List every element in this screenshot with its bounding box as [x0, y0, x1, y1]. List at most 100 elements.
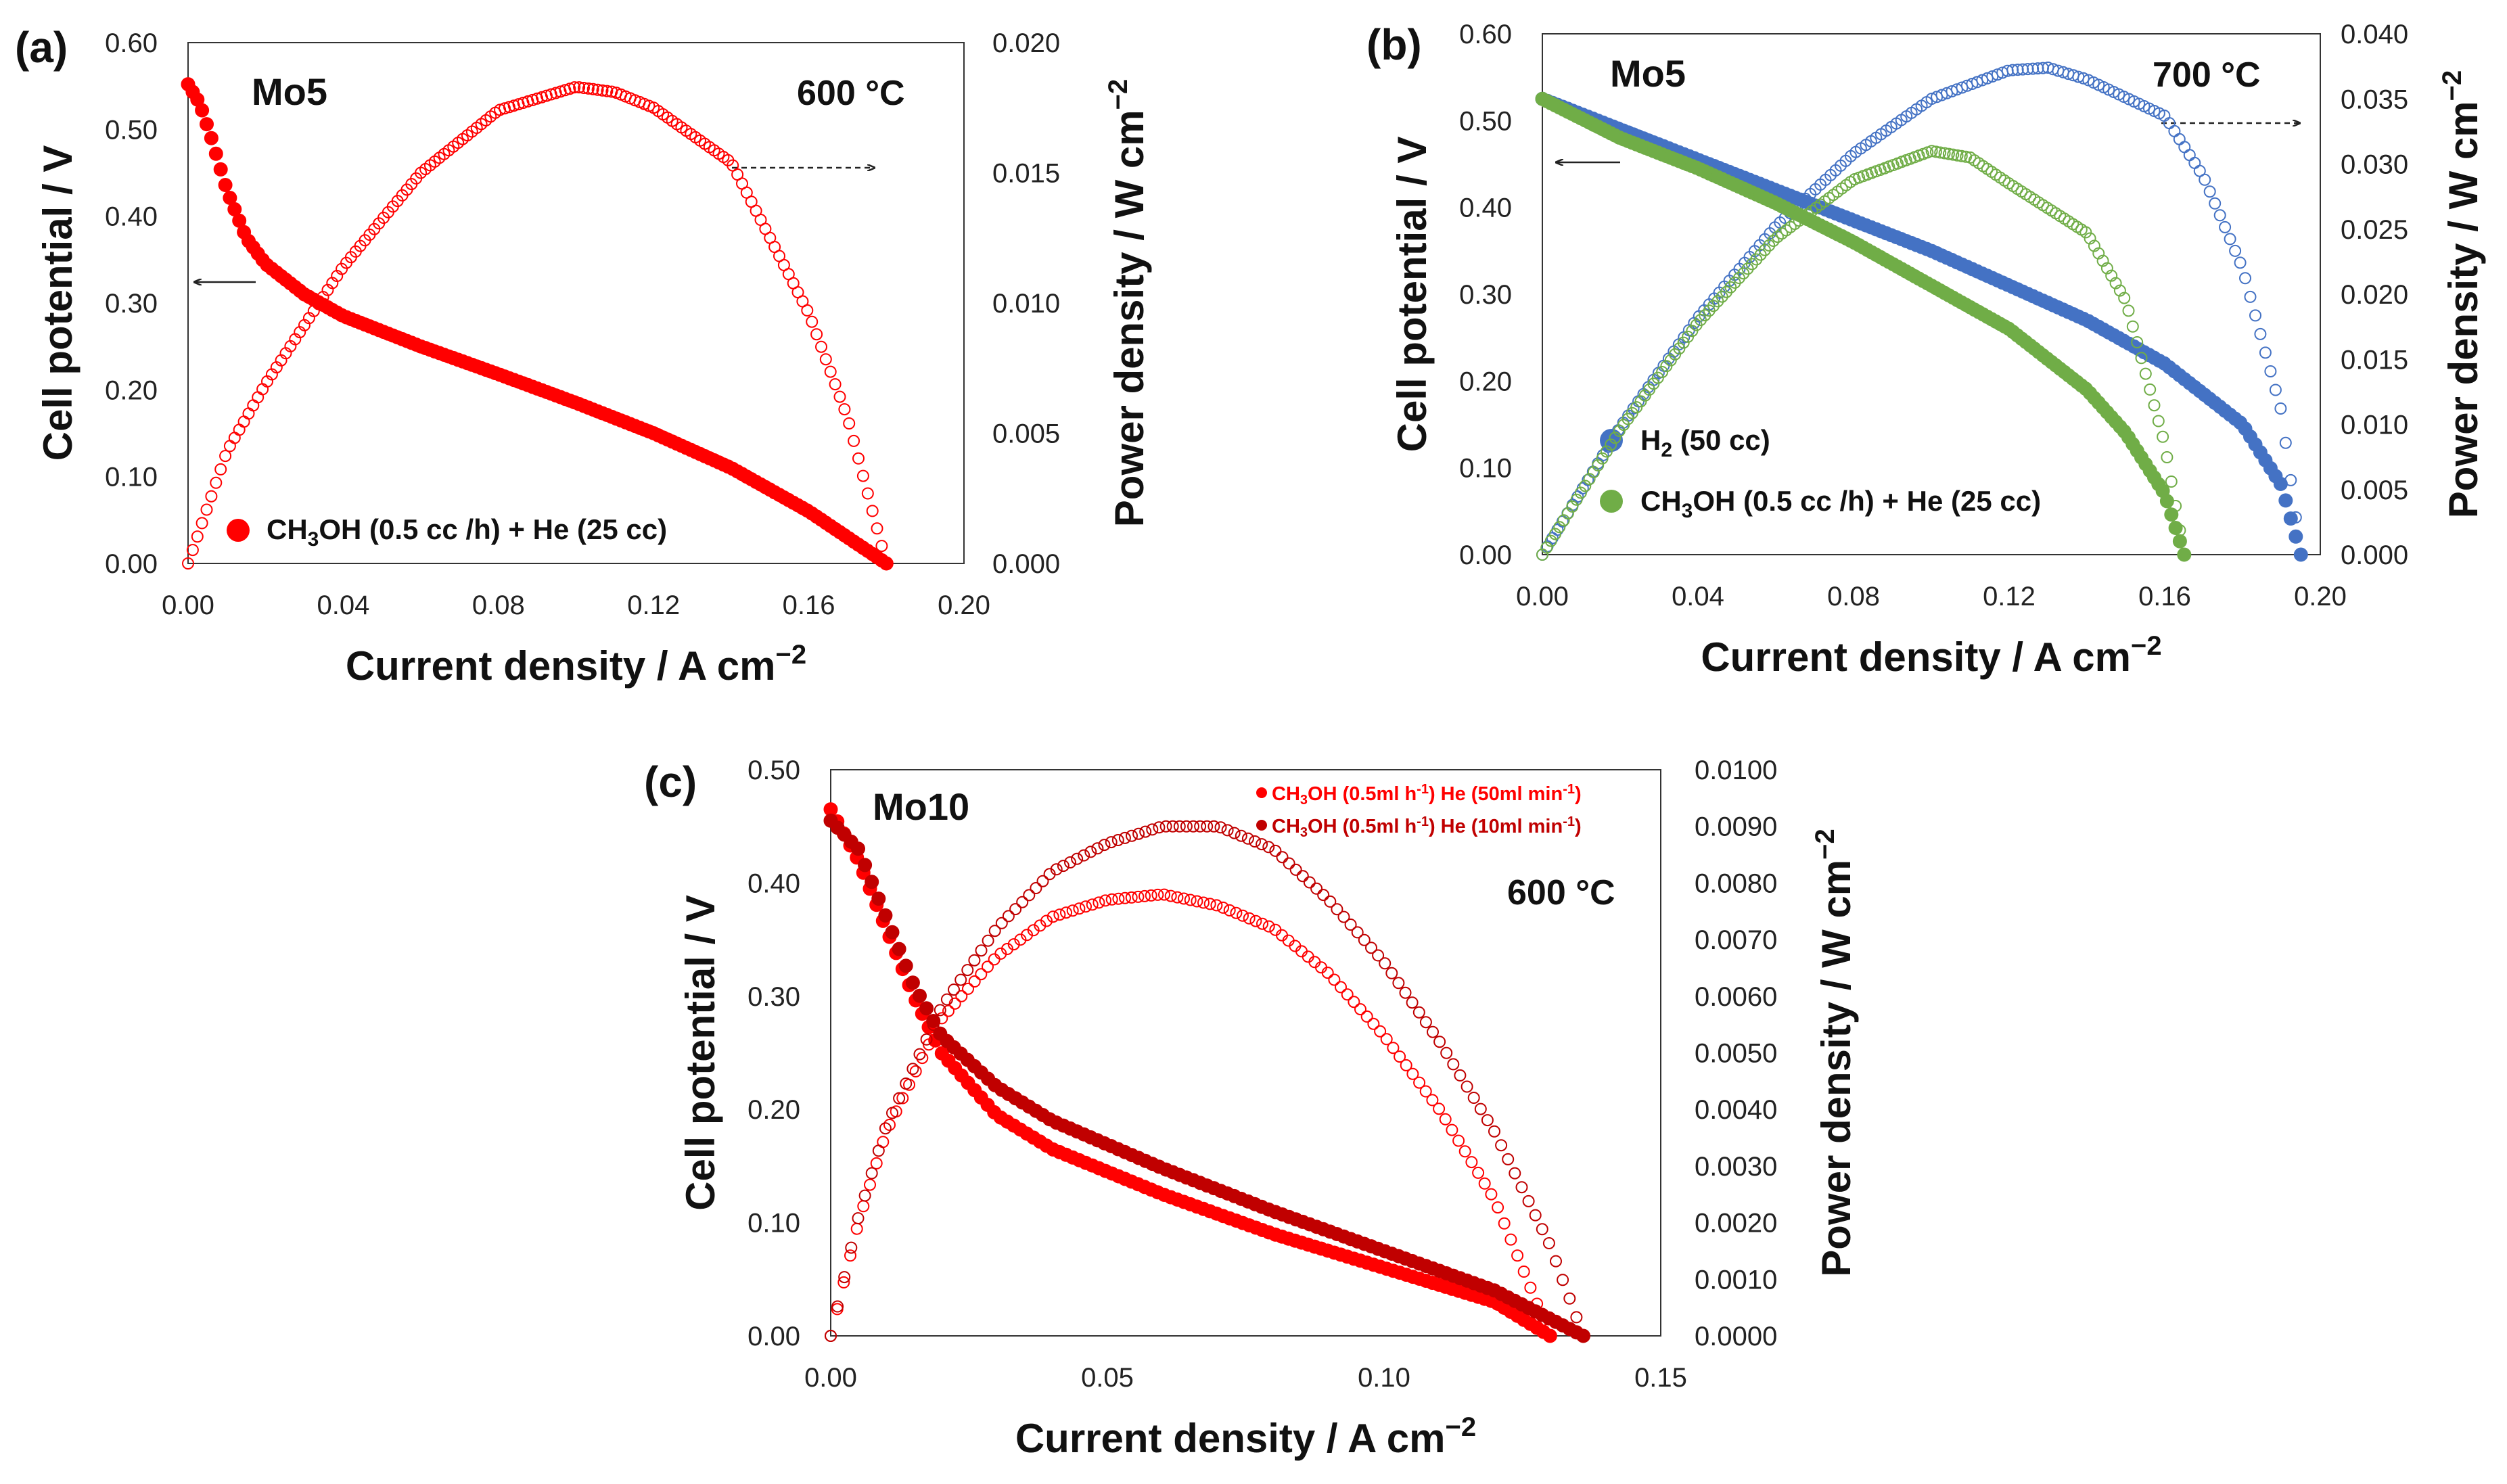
- power-point: [1557, 514, 1570, 527]
- power-point: [1412, 1006, 1425, 1019]
- power-point: [252, 391, 264, 404]
- y2-tick-label: 0.015: [2341, 345, 2408, 375]
- voltage-point: [2164, 507, 2179, 522]
- voltage-point: [871, 891, 886, 906]
- power-point: [1724, 281, 1737, 294]
- y2-axis-label: Power density / W cm−2: [1810, 829, 1859, 1276]
- voltage-point: [898, 958, 913, 973]
- power-point: [948, 983, 960, 996]
- power-point: [2139, 367, 2152, 380]
- power-point: [1351, 926, 1364, 939]
- power-point: [1036, 875, 1049, 887]
- power-point: [1447, 1058, 1460, 1071]
- power-point: [1504, 1233, 1517, 1246]
- power-point: [870, 1157, 883, 1169]
- power-point: [200, 503, 213, 516]
- power-point: [1249, 835, 1261, 848]
- y-tick-label: 0.20: [748, 1095, 800, 1125]
- power-point: [1542, 1237, 1555, 1249]
- power-point: [1536, 549, 1548, 561]
- power-point: [1256, 917, 1268, 930]
- power-point: [1125, 891, 1138, 904]
- power-point: [2079, 226, 2092, 239]
- power-point: [1472, 1166, 1485, 1179]
- power-point: [2118, 292, 2131, 304]
- power-point: [2209, 197, 2222, 210]
- y2-tick-label: 0.000: [2341, 540, 2408, 570]
- voltage-point: [885, 925, 900, 940]
- power-point: [1515, 1181, 1528, 1194]
- power-point: [2135, 352, 2148, 365]
- power-point: [857, 1200, 870, 1213]
- voltage-point: [1576, 1328, 1590, 1343]
- power-point: [1197, 896, 1210, 909]
- power-point: [1112, 892, 1125, 905]
- power-point: [2113, 284, 2126, 297]
- x-axis-label: Current density / A cm−2: [1015, 1412, 1476, 1461]
- power-point: [1563, 1292, 1576, 1305]
- power-point: [2126, 320, 2139, 333]
- power-point: [2165, 476, 2178, 488]
- power-point: [838, 403, 851, 416]
- power-point: [909, 1065, 922, 1077]
- power-point: [2274, 402, 2287, 415]
- power-point: [850, 1222, 863, 1235]
- power-point: [1118, 831, 1131, 844]
- y2-tick-label: 0.025: [2341, 215, 2408, 245]
- x-tick-label: 0.16: [783, 590, 835, 620]
- y2-tick-label: 0.0010: [1695, 1265, 1777, 1295]
- power-point: [242, 407, 255, 420]
- x-tick-label: 0.04: [1672, 582, 1724, 611]
- y2-tick-label: 0.005: [992, 419, 1060, 449]
- power-point: [2229, 244, 2242, 257]
- power-point: [1098, 839, 1111, 852]
- y2-tick-label: 0.0060: [1695, 982, 1777, 1012]
- voltage-point: [892, 942, 906, 956]
- power-point: [1138, 889, 1151, 902]
- power-point: [1180, 820, 1193, 833]
- power-point: [872, 1144, 885, 1157]
- power-point: [1938, 147, 1951, 160]
- power-point: [568, 81, 581, 94]
- power-point: [1337, 910, 1350, 923]
- power-point: [1465, 1156, 1478, 1169]
- power-point: [982, 934, 994, 947]
- voltage-point: [208, 146, 223, 161]
- power-point: [1132, 890, 1145, 903]
- power-point: [1460, 1080, 1473, 1093]
- power-point: [1458, 1145, 1471, 1158]
- power-point: [228, 432, 241, 444]
- power-point: [825, 1330, 837, 1342]
- power-point: [1276, 851, 1289, 864]
- power-point: [864, 1178, 876, 1191]
- power-point: [1194, 820, 1207, 833]
- power-point: [1105, 836, 1118, 849]
- power-point: [2239, 272, 2251, 285]
- power-point: [1609, 432, 1622, 444]
- legend-marker: [227, 519, 250, 542]
- series-1: [1535, 62, 2308, 562]
- power-point: [916, 1052, 929, 1065]
- power-point: [2199, 173, 2211, 186]
- power-point: [1561, 507, 1574, 519]
- panel-label: (c): [644, 758, 697, 806]
- power-point: [223, 440, 236, 453]
- legend-label: CH3OH (0.5ml h-1) He (50ml min-1): [1272, 782, 1582, 808]
- power-point: [1557, 1274, 1569, 1286]
- power-point: [1467, 1092, 1480, 1104]
- x-tick-label: 0.00: [804, 1363, 857, 1393]
- y-tick-label: 0.60: [1459, 20, 1512, 49]
- voltage-point: [1542, 1328, 1557, 1343]
- power-point: [1132, 827, 1145, 840]
- power-point: [1732, 272, 1745, 284]
- y2-tick-label: 0.035: [2341, 85, 2408, 114]
- x-tick-label: 0.12: [1983, 582, 2036, 611]
- power-point: [875, 540, 888, 553]
- power-point: [1379, 957, 1392, 970]
- power-point: [2168, 124, 2181, 137]
- power-point: [1574, 486, 1587, 499]
- power-point: [2178, 141, 2191, 154]
- power-point: [2259, 346, 2272, 359]
- power-point: [1947, 148, 1960, 161]
- voltage-point: [879, 556, 894, 571]
